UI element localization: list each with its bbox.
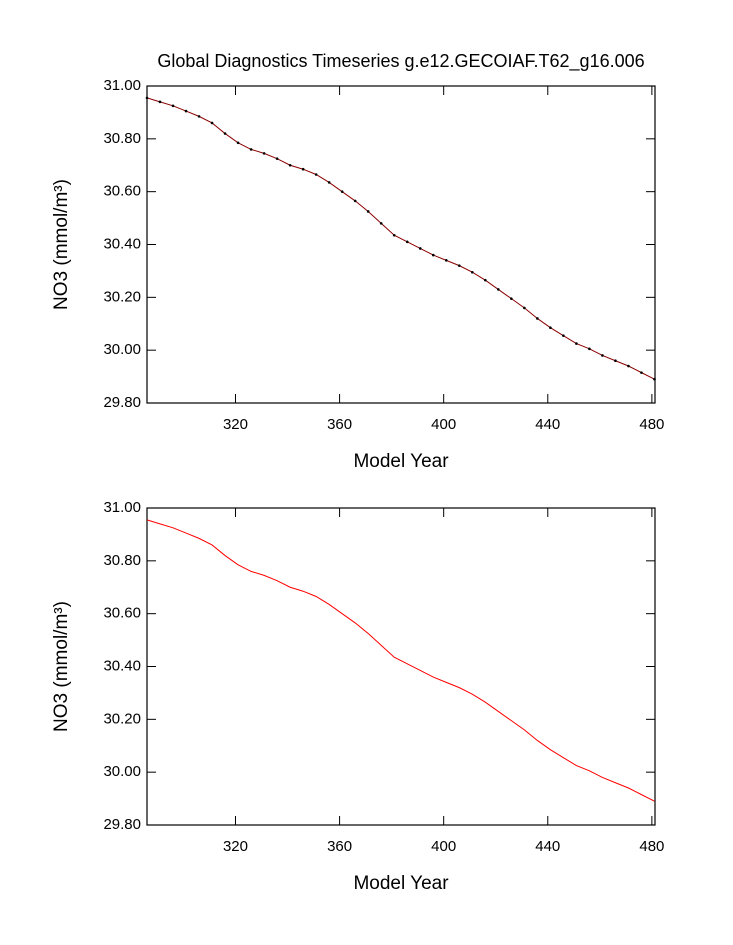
y-tick-label: 31.00 — [103, 77, 141, 94]
data-marker — [444, 259, 448, 262]
data-marker — [275, 157, 279, 160]
plot-frame — [146, 85, 656, 404]
y-axis-label: NO3 (mmol/m³) — [51, 601, 72, 732]
data-marker — [601, 354, 604, 357]
data-marker — [497, 288, 500, 291]
data-marker — [184, 109, 188, 113]
data-marker — [510, 297, 513, 300]
x-tick-label: 360 — [327, 838, 352, 855]
x-tick-label: 480 — [639, 416, 664, 433]
data-marker — [640, 371, 643, 374]
data-marker — [379, 222, 383, 225]
y-tick-label: 30.00 — [103, 341, 141, 358]
data-marker — [627, 364, 630, 368]
data-marker — [327, 181, 331, 184]
y-tick-label: 30.40 — [103, 657, 141, 674]
data-marker — [158, 100, 162, 104]
x-tick-label: 320 — [223, 838, 248, 855]
y-tick-label: 30.60 — [103, 183, 141, 200]
data-marker — [575, 342, 578, 345]
data-marker — [588, 347, 591, 351]
y-tick-label: 30.20 — [103, 710, 141, 727]
data-marker — [392, 233, 396, 237]
y-tick-label: 31.00 — [103, 499, 141, 516]
data-marker — [145, 96, 149, 100]
data-marker — [418, 247, 422, 250]
x-tick-label: 360 — [327, 416, 352, 433]
data-marker — [197, 115, 201, 118]
data-marker — [457, 264, 461, 267]
data-marker — [210, 121, 214, 125]
x-axis-label: Model Year — [353, 873, 449, 894]
y-tick-label: 30.80 — [103, 130, 141, 147]
data-marker — [549, 326, 552, 330]
data-marker — [431, 253, 435, 257]
x-axis-label: Model Year — [353, 451, 449, 472]
x-tick-label: 440 — [535, 416, 560, 433]
data-marker — [353, 199, 357, 203]
y-tick-label: 29.80 — [103, 394, 141, 411]
x-tick-label: 440 — [535, 838, 560, 855]
data-line — [146, 97, 655, 380]
x-tick-label: 320 — [223, 416, 248, 433]
data-marker — [562, 334, 565, 337]
data-marker — [536, 317, 539, 320]
y-tick-label: 30.20 — [103, 288, 141, 305]
data-marker — [262, 152, 266, 155]
data-marker — [405, 240, 409, 244]
y-tick-label: 29.80 — [103, 816, 141, 833]
data-marker — [366, 210, 370, 213]
data-marker — [236, 141, 240, 145]
data-line — [146, 519, 655, 802]
y-tick-label: 30.00 — [103, 763, 141, 780]
data-marker — [653, 377, 656, 381]
data-marker — [223, 132, 227, 135]
data-marker — [249, 148, 253, 151]
data-marker — [340, 190, 344, 193]
data-marker — [484, 278, 487, 282]
data-marker — [471, 270, 474, 274]
x-tick-label: 400 — [431, 838, 456, 855]
y-tick-label: 30.80 — [103, 552, 141, 569]
data-marker — [171, 104, 175, 108]
y-tick-label: 30.60 — [103, 605, 141, 622]
x-tick-label: 400 — [431, 416, 456, 433]
data-marker — [288, 163, 292, 167]
x-tick-label: 480 — [639, 838, 664, 855]
data-marker — [301, 167, 305, 171]
data-marker — [314, 173, 318, 176]
data-marker — [614, 359, 617, 363]
data-marker — [523, 306, 526, 310]
y-tick-label: 30.40 — [103, 235, 141, 252]
plot-frame — [146, 507, 656, 826]
y-axis-label: NO3 (mmol/m³) — [51, 179, 72, 310]
chart-title: Global Diagnostics Timeseries g.e12.GECO… — [157, 51, 644, 72]
